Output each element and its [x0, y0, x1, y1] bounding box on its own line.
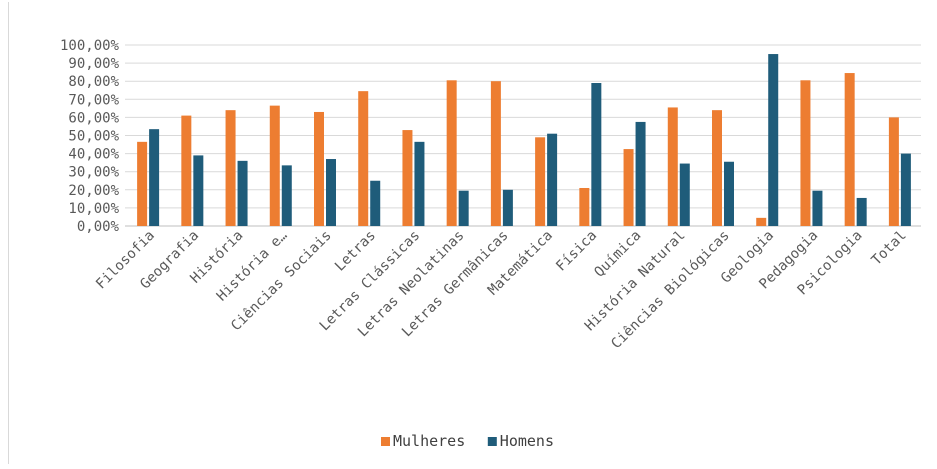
bar-homens: [414, 141, 425, 226]
bar-mulheres: [402, 130, 413, 226]
bar-mulheres: [225, 110, 236, 226]
bar-homens: [856, 197, 867, 226]
bar-homens: [502, 189, 513, 226]
legend-label-homens: Homens: [500, 432, 554, 450]
bar-mulheres: [269, 105, 280, 226]
bar-homens: [193, 155, 204, 226]
bar-homens: [281, 165, 292, 226]
bar-homens: [591, 83, 602, 226]
y-tick-label: 10,00%: [68, 201, 119, 217]
bar-homens: [679, 163, 690, 226]
y-tick-label: 40,00%: [68, 147, 119, 163]
bar-mulheres: [579, 187, 590, 226]
legend-swatch-mulheres: [381, 437, 390, 446]
bar-homens: [635, 121, 646, 226]
bar-homens: [370, 180, 381, 226]
legend: Mulheres Homens: [381, 432, 554, 450]
y-tick-label: 20,00%: [68, 183, 119, 199]
y-axis-tick-labels: 0,00% 10,00% 20,00% 30,00% 40,00% 50,00% 60,00…: [60, 38, 120, 235]
y-tick-label: 0,00%: [77, 219, 120, 235]
bar-homens: [149, 129, 160, 226]
gridlines: [125, 44, 921, 227]
bar-mulheres: [490, 81, 501, 226]
bars: [137, 54, 911, 227]
y-tick-label: 80,00%: [68, 74, 119, 90]
legend-swatch-homens: [487, 437, 497, 446]
bar-homens: [900, 153, 911, 226]
y-tick-label: 60,00%: [68, 110, 119, 126]
bar-mulheres: [446, 80, 457, 226]
bar-mulheres: [888, 117, 899, 226]
y-tick-label: 50,00%: [68, 129, 119, 145]
bar-mulheres: [314, 111, 324, 226]
bar-mulheres: [535, 137, 546, 226]
bar-mulheres: [712, 110, 722, 226]
bar-mulheres: [137, 141, 148, 226]
bar-homens: [724, 161, 734, 226]
bar-homens: [812, 190, 823, 226]
y-tick-label: 70,00%: [68, 92, 119, 108]
bar-mulheres: [623, 149, 634, 226]
bar-mulheres: [800, 80, 811, 226]
bar-homens: [768, 54, 779, 226]
bar-homens: [458, 190, 469, 226]
x-category-label: Total: [869, 228, 910, 269]
y-tick-label: 90,00%: [68, 56, 119, 72]
bar-homens: [237, 160, 248, 226]
bar-mulheres: [358, 91, 369, 226]
chart-frame: 0,00% 10,00% 20,00% 30,00% 40,00% 50,00% 60,00…: [8, 2, 936, 464]
y-tick-label: 100,00%: [60, 38, 120, 54]
bar-mulheres: [844, 73, 855, 227]
bar-mulheres: [667, 107, 678, 226]
y-tick-label: 30,00%: [68, 165, 119, 181]
legend-label-mulheres: Mulheres: [393, 432, 465, 450]
bar-mulheres: [756, 217, 767, 226]
bar-homens: [326, 159, 336, 226]
bar-mulheres: [181, 115, 192, 226]
bar-chart: 0,00% 10,00% 20,00% 30,00% 40,00% 50,00% 60,00…: [60, 38, 921, 450]
bar-homens: [547, 133, 558, 226]
